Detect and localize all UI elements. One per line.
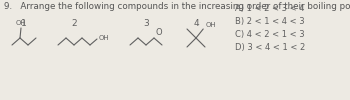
- Text: 9.   Arrange the following compounds in the increasing order of their boiling po: 9. Arrange the following compounds in th…: [4, 2, 350, 11]
- Text: O: O: [155, 28, 162, 37]
- Text: 3: 3: [143, 19, 149, 28]
- Text: OH: OH: [205, 22, 216, 28]
- Text: 2: 2: [71, 19, 77, 28]
- Text: OH: OH: [99, 35, 110, 41]
- Text: A) 1 < 2 < 3 < 4: A) 1 < 2 < 3 < 4: [235, 4, 304, 13]
- Text: 1: 1: [21, 19, 27, 28]
- Text: C) 4 < 2 < 1 < 3: C) 4 < 2 < 1 < 3: [235, 30, 304, 39]
- Text: B) 2 < 1 < 4 < 3: B) 2 < 1 < 4 < 3: [235, 17, 304, 26]
- Text: 4: 4: [193, 19, 199, 28]
- Text: D) 3 < 4 < 1 < 2: D) 3 < 4 < 1 < 2: [235, 43, 305, 52]
- Text: OH: OH: [16, 20, 26, 26]
